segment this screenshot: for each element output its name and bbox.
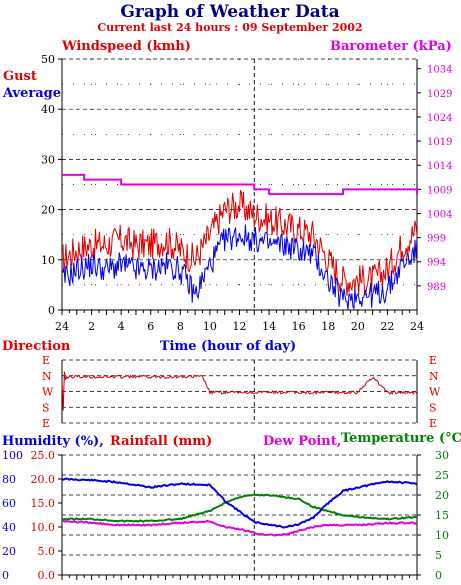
humidity-tick-label: 60	[2, 497, 16, 510]
temperature-label: Temperature (°C)	[341, 431, 461, 446]
direction-right-tick-label: N	[429, 370, 439, 383]
direction-label: Direction	[2, 339, 71, 354]
average-legend: Average	[2, 86, 61, 101]
average-series-line	[61, 224, 418, 311]
temperature-tick-label: 25	[435, 469, 449, 482]
direction-left-tick-label: W	[42, 386, 54, 399]
barometer-tick-label: 1029	[427, 89, 452, 100]
direction-left-tick-label: N	[42, 370, 52, 383]
chart-subtitle: Current last 24 hours : 09 September 200…	[97, 21, 362, 34]
time-tick-label: 14	[262, 320, 276, 333]
rainfall-tick-label: 20.0	[31, 473, 56, 486]
humidity-series-line	[61, 477, 418, 529]
wind-left-tick-label: 40	[41, 103, 55, 116]
barometer-tick-label: 1004	[427, 209, 452, 220]
time-tick-label: 2	[88, 320, 95, 333]
humidity-tick-label: 20	[2, 545, 16, 558]
dewpoint-label: Dew Point,	[263, 434, 341, 449]
time-tick-label: 8	[177, 320, 184, 333]
wind-left-tick-label: 0	[48, 304, 55, 317]
wind-left-tick-label: 30	[41, 153, 55, 166]
barometer-tick-label: 999	[427, 234, 446, 245]
time-tick-label: 24	[410, 320, 424, 333]
barometer-label: Barometer (kPa)	[330, 39, 452, 54]
time-tick-label: 18	[321, 320, 335, 333]
windspeed-label: Windspeed (kmh)	[61, 39, 191, 54]
time-tick-label: 4	[118, 320, 125, 333]
temperature-tick-label: 20	[435, 489, 449, 502]
direction-right-tick-label: S	[429, 401, 437, 414]
rainfall-label: Rainfall (mm)	[110, 434, 212, 449]
barometer-tick-label: 994	[427, 258, 446, 269]
time-tick-label: 16	[292, 320, 306, 333]
temperature-tick-label: 5	[435, 549, 442, 562]
wind-left-tick-label: 50	[41, 53, 55, 66]
rainfall-tick-label: 0.0	[38, 569, 56, 582]
time-tick-label: 20	[351, 320, 365, 333]
wind-left-tick-label: 10	[41, 254, 55, 267]
wind-left-tick-label: 20	[41, 204, 55, 217]
rainfall-tick-label: 15.0	[31, 497, 56, 510]
direction-series-line	[61, 371, 418, 411]
humidity-tick-label: 80	[2, 473, 16, 486]
rainfall-tick-label: 25.0	[31, 449, 56, 462]
time-tick-label: 22	[380, 320, 394, 333]
temperature-tick-label: 0	[435, 569, 442, 582]
rainfall-tick-label: 5.0	[38, 545, 56, 558]
temperature-tick-label: 10	[435, 529, 449, 542]
barometer-tick-label: 1014	[427, 161, 452, 172]
humidity-label: Humidity (%),	[2, 434, 104, 449]
direction-left-tick-label: S	[42, 401, 50, 414]
humidity-tick-label: 0	[2, 569, 9, 582]
dewpoint-series-line	[61, 519, 418, 537]
gust-legend: Gust	[3, 69, 37, 84]
humidity-tick-label: 100	[2, 449, 23, 462]
barometer-tick-label: 1024	[427, 113, 452, 124]
rainfall-tick-label: 10.0	[31, 521, 56, 534]
temperature-tick-label: 30	[435, 449, 449, 462]
time-tick-label: 6	[147, 320, 154, 333]
time-tick-label: 12	[233, 320, 247, 333]
barometer-series-line	[62, 173, 418, 196]
barometer-tick-label: 1034	[427, 65, 452, 76]
barometer-tick-label: 1009	[427, 185, 452, 196]
direction-right-tick-label: E	[429, 354, 437, 367]
direction-right-tick-label: W	[429, 386, 441, 399]
temperature-tick-label: 15	[435, 509, 449, 522]
barometer-tick-label: 989	[427, 282, 446, 293]
direction-right-tick-label: E	[429, 417, 437, 430]
direction-left-tick-label: E	[42, 354, 50, 367]
time-tick-label: 24	[55, 320, 69, 333]
gust-series-line	[61, 189, 418, 296]
chart-title: Graph of Weather Data	[120, 2, 339, 22]
barometer-tick-label: 1019	[427, 137, 452, 148]
temperature-series-line	[61, 493, 418, 523]
time-axis-label: Time (hour of day)	[160, 339, 296, 354]
humidity-tick-label: 40	[2, 521, 16, 534]
direction-left-tick-label: E	[42, 417, 50, 430]
time-tick-label: 10	[203, 320, 217, 333]
